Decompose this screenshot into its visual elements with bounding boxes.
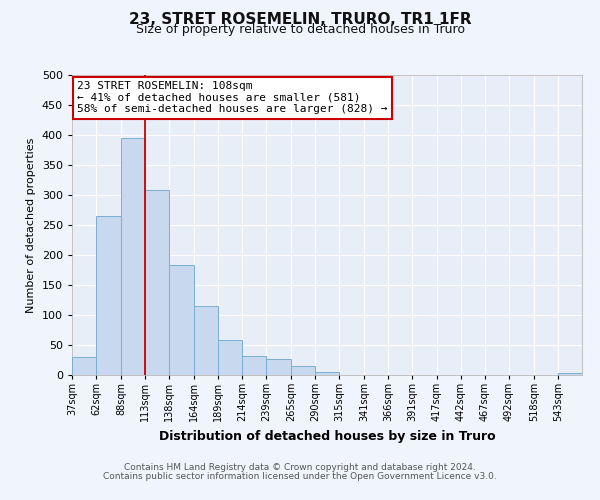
Text: Contains HM Land Registry data © Crown copyright and database right 2024.: Contains HM Land Registry data © Crown c… [124,464,476,472]
Bar [558,373,582,375]
Bar [121,138,145,375]
Text: Contains public sector information licensed under the Open Government Licence v3: Contains public sector information licen… [103,472,497,481]
Y-axis label: Number of detached properties: Number of detached properties [26,138,36,312]
X-axis label: Distribution of detached houses by size in Truro: Distribution of detached houses by size … [158,430,496,442]
Bar [242,356,266,375]
Text: 23 STRET ROSEMELIN: 108sqm
← 41% of detached houses are smaller (581)
58% of sem: 23 STRET ROSEMELIN: 108sqm ← 41% of deta… [77,81,388,114]
Bar [218,340,242,375]
Bar [96,216,121,375]
Bar [72,357,96,375]
Bar [169,265,194,375]
Bar [266,359,291,375]
Text: Size of property relative to detached houses in Truro: Size of property relative to detached ho… [136,22,464,36]
Bar [145,190,169,375]
Bar [291,366,315,375]
Text: 23, STRET ROSEMELIN, TRURO, TR1 1FR: 23, STRET ROSEMELIN, TRURO, TR1 1FR [128,12,472,28]
Bar [315,372,339,375]
Bar [194,306,218,375]
